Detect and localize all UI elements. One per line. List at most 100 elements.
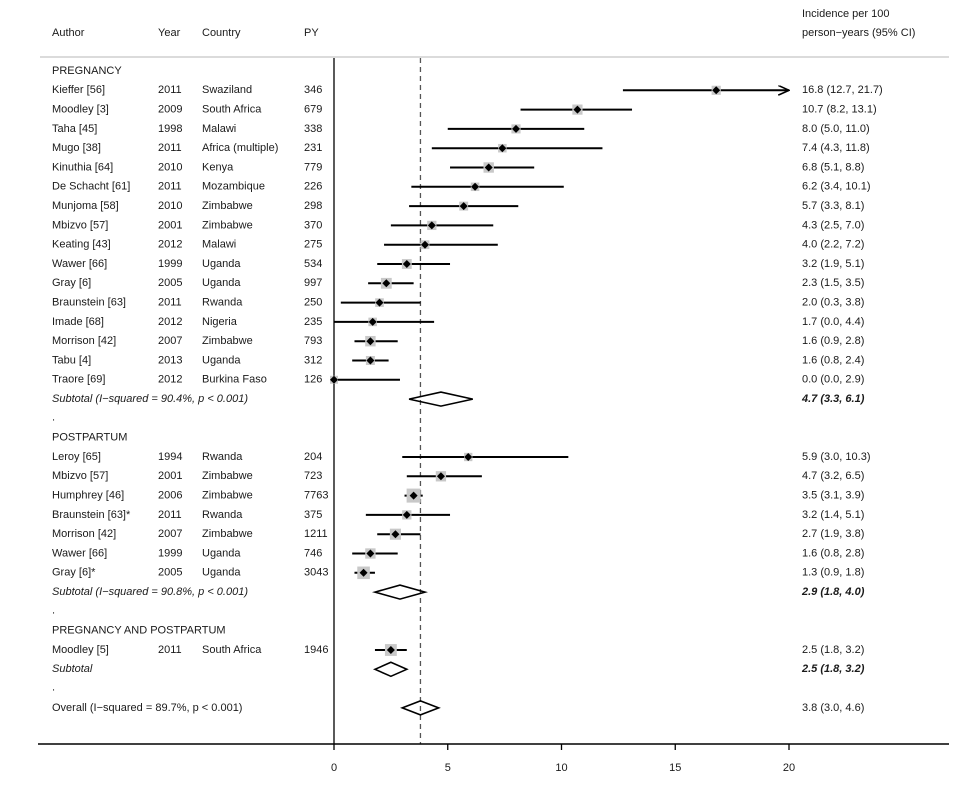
overall-estimate-label: 3.8 (3.0, 4.6) <box>802 702 864 714</box>
study-author: Mbizvo [57] <box>52 219 108 231</box>
study-country: Uganda <box>202 567 241 579</box>
study-estimate-label: 2.7 (1.9, 3.8) <box>802 528 864 540</box>
study-author: Tabu [4] <box>52 354 91 366</box>
study-person-years: 370 <box>304 219 322 231</box>
study-country: Malawi <box>202 123 236 135</box>
study-year: 2007 <box>158 335 182 347</box>
study-country: Zimbabwe <box>202 528 253 540</box>
x-tick-label: 10 <box>555 762 567 774</box>
study-author: Kieffer [56] <box>52 84 105 96</box>
overall-label: Overall (I−squared = 89.7%, p < 0.001) <box>52 702 242 714</box>
subtotal-diamond <box>372 661 409 678</box>
group-label: POSTPARTUM <box>52 432 127 444</box>
study-estimate-label: 4.7 (3.2, 6.5) <box>802 470 864 482</box>
study-estimate-label: 3.2 (1.9, 5.1) <box>802 258 864 270</box>
study-author: Humphrey [46] <box>52 490 124 502</box>
study-person-years: 997 <box>304 277 322 289</box>
study-country: Uganda <box>202 277 241 289</box>
study-estimate-label: 1.3 (0.9, 1.8) <box>802 567 864 579</box>
study-person-years: 679 <box>304 104 322 116</box>
study-person-years: 534 <box>304 258 322 270</box>
study-point-estimate <box>409 491 418 500</box>
column-header-estimate-line1: Incidence per 100 <box>802 8 889 20</box>
study-point-estimate <box>712 86 721 95</box>
study-point-estimate <box>573 105 582 114</box>
column-header-country: Country <box>202 27 241 39</box>
column-header-author: Author <box>52 27 85 39</box>
x-tick-label: 5 <box>445 762 451 774</box>
study-estimate-label: 2.3 (1.5, 3.5) <box>802 277 864 289</box>
study-point-estimate <box>427 221 436 230</box>
study-point-estimate <box>464 453 473 461</box>
study-author: Mugo [38] <box>52 142 101 154</box>
subtotal-estimate-label: 4.7 (3.3, 6.1) <box>801 393 865 405</box>
study-person-years: 231 <box>304 142 322 154</box>
study-point-estimate <box>330 375 338 384</box>
column-header-estimate-line2: person−years (95% CI) <box>802 27 915 39</box>
study-year: 2011 <box>158 142 182 154</box>
study-person-years: 338 <box>304 123 322 135</box>
study-author: Wawer [66] <box>52 258 107 270</box>
study-point-estimate <box>421 240 429 249</box>
study-year: 1999 <box>158 547 182 559</box>
study-estimate-label: 4.0 (2.2, 7.2) <box>802 239 864 251</box>
column-header-py: PY <box>304 27 319 39</box>
study-person-years: 204 <box>304 451 322 463</box>
study-estimate-label: 5.9 (3.0, 10.3) <box>802 451 871 463</box>
study-estimate-label: 5.7 (3.3, 8.1) <box>802 200 864 212</box>
study-person-years: 298 <box>304 200 322 212</box>
study-person-years: 235 <box>304 316 322 328</box>
study-country: Zimbabwe <box>202 219 253 231</box>
study-point-estimate <box>366 549 375 558</box>
study-author: Braunstein [63] <box>52 297 126 309</box>
study-year: 2001 <box>158 470 182 482</box>
study-point-estimate <box>359 568 368 577</box>
study-country: Uganda <box>202 258 241 270</box>
study-author: Morrison [42] <box>52 528 116 540</box>
study-author: Moodley [3] <box>52 104 109 116</box>
subtotal-estimate-label: 2.5 (1.8, 3.2) <box>801 663 865 675</box>
study-year: 2010 <box>158 200 182 212</box>
study-person-years: 7763 <box>304 490 328 502</box>
study-point-estimate <box>366 356 375 365</box>
study-year: 1994 <box>158 451 182 463</box>
study-estimate-label: 2.0 (0.3, 3.8) <box>802 297 864 309</box>
study-person-years: 375 <box>304 509 322 521</box>
study-country: Rwanda <box>202 509 243 521</box>
study-point-estimate <box>402 510 411 519</box>
study-year: 2012 <box>158 316 182 328</box>
study-estimate-label: 3.5 (3.1, 3.9) <box>802 490 864 502</box>
study-country: Africa (multiple) <box>202 142 278 154</box>
study-year: 2007 <box>158 528 182 540</box>
study-author: Traore [69] <box>52 374 105 386</box>
study-person-years: 723 <box>304 470 322 482</box>
column-header-year: Year <box>158 27 181 39</box>
study-author: Wawer [66] <box>52 547 107 559</box>
subtotal-diamond <box>408 391 473 407</box>
x-tick-label: 15 <box>669 762 681 774</box>
study-estimate-label: 4.3 (2.5, 7.0) <box>802 219 864 231</box>
study-country: South Africa <box>202 644 262 656</box>
study-point-estimate <box>391 530 400 539</box>
study-year: 2011 <box>158 181 182 193</box>
study-estimate-label: 1.6 (0.8, 2.8) <box>802 547 864 559</box>
study-point-estimate <box>368 317 377 326</box>
study-point-estimate <box>484 163 493 172</box>
study-person-years: 793 <box>304 335 322 347</box>
study-country: Zimbabwe <box>202 470 253 482</box>
study-year: 2009 <box>158 104 182 116</box>
x-tick-label: 0 <box>331 762 337 774</box>
study-point-estimate <box>402 260 411 268</box>
study-country: Zimbabwe <box>202 200 253 212</box>
study-year: 2005 <box>158 567 182 579</box>
study-point-estimate <box>382 279 391 288</box>
study-year: 2010 <box>158 161 182 173</box>
study-point-estimate <box>375 298 384 307</box>
study-person-years: 779 <box>304 161 322 173</box>
x-tick-label: 20 <box>783 762 795 774</box>
study-estimate-label: 7.4 (4.3, 11.8) <box>802 142 870 154</box>
study-year: 2011 <box>158 297 182 309</box>
study-year: 2011 <box>158 84 182 96</box>
subtotal-label: Subtotal (I−squared = 90.4%, p < 0.001) <box>52 393 248 405</box>
